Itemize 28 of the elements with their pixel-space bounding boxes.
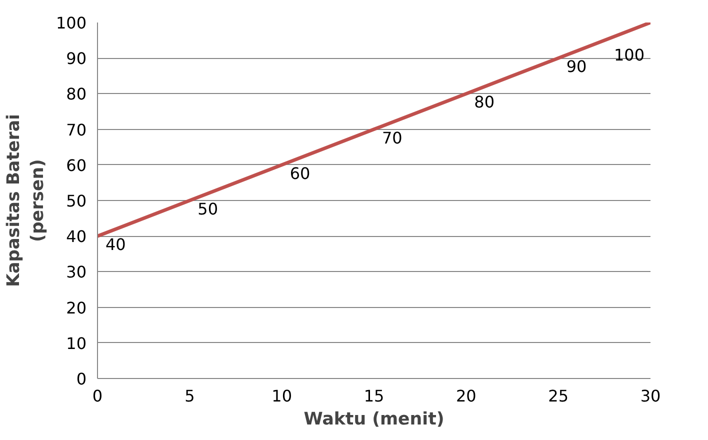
data-label: 70 — [382, 128, 402, 148]
y-tick-label: 40 — [66, 227, 86, 246]
x-tick-label: 30 — [640, 386, 661, 406]
y-tick-label: 70 — [66, 120, 86, 140]
y-tick-label: 90 — [66, 49, 86, 68]
y-tick-label: 50 — [66, 192, 86, 210]
y-tick-label: 0 — [76, 370, 87, 388]
data-label: 50 — [198, 200, 218, 218]
y-tick-label: 100 — [56, 14, 87, 32]
y-tick-label: 10 — [66, 334, 86, 353]
y-axis-title: Kapasitas Baterai (persen) — [4, 114, 48, 287]
data-label: 80 — [474, 92, 495, 112]
x-tick-label: 10 — [272, 386, 292, 406]
x-tick-label: 0 — [92, 386, 103, 406]
x-tick-label: 20 — [456, 386, 476, 406]
data-label: 100 — [614, 46, 645, 64]
data-label: 90 — [566, 57, 587, 76]
x-tick-label: 5 — [184, 386, 195, 406]
x-tick-label: 25 — [548, 386, 569, 406]
data-label: 60 — [290, 164, 310, 183]
y-tick-label: 80 — [66, 84, 86, 104]
x-axis-title: Waktu (menit) — [304, 410, 444, 430]
y-tick-label: 30 — [66, 262, 86, 282]
y-tick-label: 20 — [66, 298, 86, 318]
y-tick-label: 60 — [66, 156, 86, 175]
line-series — [98, 22, 650, 238]
x-tick-label: 15 — [364, 386, 384, 406]
data-label: 40 — [106, 235, 126, 254]
